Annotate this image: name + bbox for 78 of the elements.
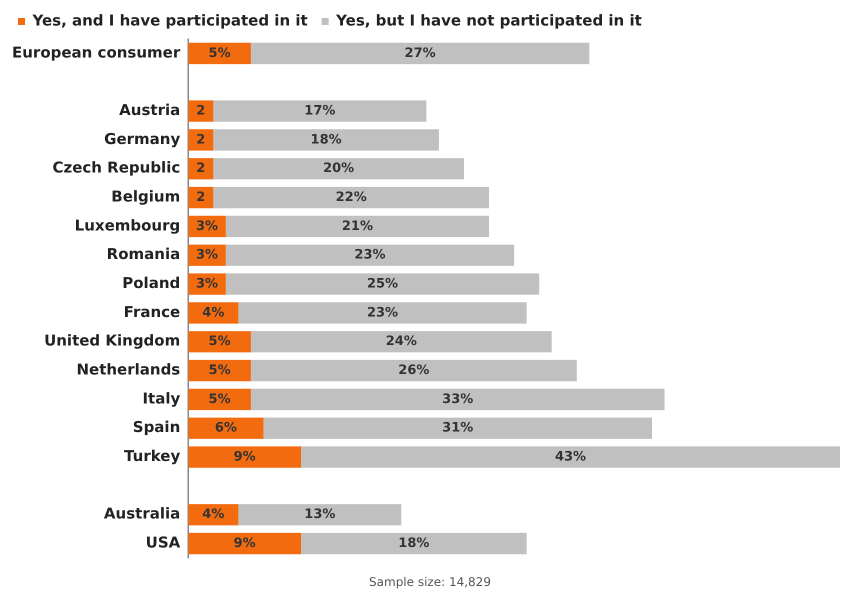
y-tick-label: Luxembourg	[74, 216, 180, 234]
data-label: 9%	[234, 449, 256, 464]
bar	[188, 42, 251, 64]
y-tick-label: Italy	[142, 389, 180, 408]
y-tick-label: France	[124, 302, 180, 321]
data-label: 3%	[196, 276, 218, 292]
bar	[188, 129, 214, 151]
data-label: 5%	[208, 46, 231, 61]
data-label: 17%	[304, 103, 336, 118]
data-label: 22%	[336, 190, 367, 205]
data-label: 23%	[354, 248, 386, 263]
bar	[188, 388, 251, 410]
data-label: 3%	[196, 248, 218, 263]
legend-label: Yes, and I have participated in it	[32, 11, 308, 30]
y-tick-label: Poland	[122, 274, 180, 292]
data-label: 2	[196, 132, 206, 148]
bar	[188, 446, 302, 468]
data-label: 5%	[208, 392, 231, 407]
y-tick-label: Austria	[119, 100, 180, 119]
y-tick-label: Czech Republic	[52, 158, 180, 177]
y-tick-label: Australia	[104, 504, 180, 523]
bar	[188, 186, 214, 208]
bar	[213, 129, 439, 151]
y-tick-label: United Kingdom	[44, 332, 180, 350]
data-label: 18%	[398, 536, 430, 551]
bar	[188, 158, 214, 180]
data-label: 18%	[310, 132, 342, 148]
data-label: 43%	[554, 449, 586, 464]
data-label: 33%	[442, 392, 474, 407]
y-tick-label: European consumer	[12, 43, 181, 62]
bar	[213, 158, 464, 180]
y-tick-label: Spain	[132, 418, 180, 436]
bar	[188, 360, 251, 382]
data-label: 6%	[214, 420, 237, 436]
bar	[226, 244, 514, 266]
y-tick-label: Germany	[104, 130, 180, 148]
bar	[250, 331, 552, 352]
data-label: 23%	[366, 305, 398, 320]
data-label: 25%	[366, 276, 398, 292]
bar	[188, 331, 251, 352]
bar	[226, 273, 540, 295]
data-label: 2	[196, 190, 206, 205]
legend-label: Yes, but I have not participated in it	[335, 11, 642, 30]
bar	[250, 388, 665, 410]
bar	[188, 418, 264, 439]
bar	[250, 360, 577, 382]
bar	[213, 186, 490, 208]
y-tick-label: Romania	[106, 245, 180, 264]
y-tick-label: Netherlands	[76, 360, 180, 378]
bar	[226, 216, 490, 238]
data-label: 26%	[398, 362, 430, 378]
data-label: 24%	[386, 334, 417, 350]
bar	[238, 302, 527, 324]
bar	[301, 446, 840, 468]
bar	[301, 532, 527, 554]
y-tick-label: Belgium	[111, 187, 180, 206]
y-tick-label: Turkey	[124, 446, 180, 465]
bar	[250, 42, 590, 64]
bar	[188, 100, 214, 122]
data-label: 5%	[208, 334, 231, 350]
bar	[238, 504, 402, 526]
y-tick-label: USA	[146, 533, 181, 552]
data-label: 2	[196, 161, 206, 176]
data-label: 13%	[304, 507, 336, 522]
data-label: 20%	[323, 161, 354, 176]
data-label: 5%	[208, 362, 231, 378]
data-label: 4%	[202, 507, 224, 522]
bar	[213, 100, 426, 122]
data-label: 4%	[202, 305, 224, 320]
bar	[263, 418, 652, 439]
data-label: 3%	[196, 218, 218, 234]
data-label: 2	[196, 103, 206, 118]
bar	[188, 532, 302, 554]
text: Sample size: 14,829	[368, 575, 492, 589]
data-label: 9%	[234, 536, 256, 551]
data-label: 21%	[342, 218, 374, 234]
data-label: 31%	[442, 420, 474, 436]
data-label: 27%	[404, 46, 436, 61]
